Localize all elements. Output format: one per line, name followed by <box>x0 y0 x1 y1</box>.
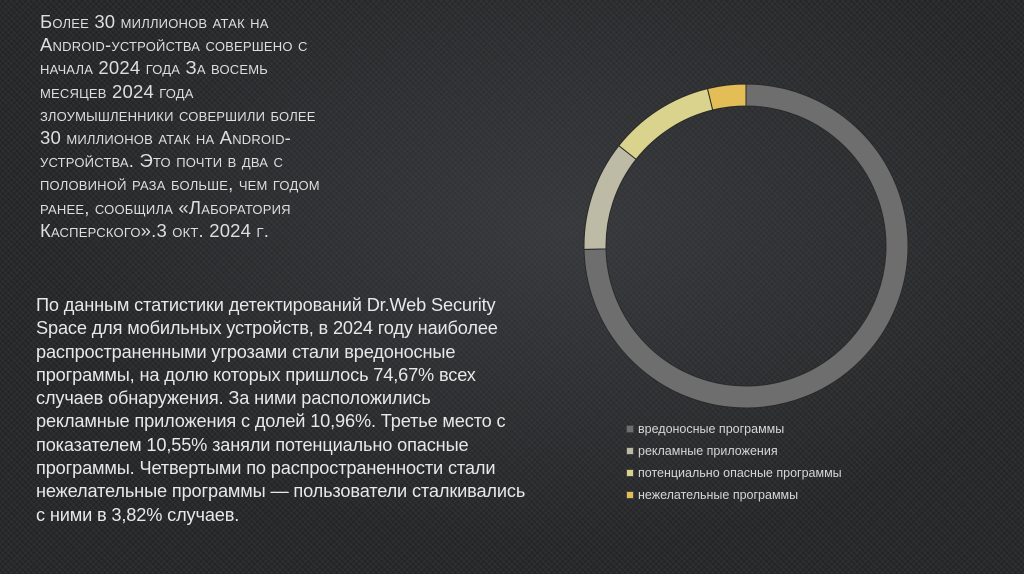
legend-swatch-adware <box>626 447 634 455</box>
doughnut-slice-unwanted <box>706 83 747 111</box>
legend-item-riskware: потенциально опасные программы <box>626 462 842 484</box>
legend-swatch-malware <box>626 425 634 433</box>
legend-item-adware: рекламные приложения <box>626 440 842 462</box>
legend-label-riskware: потенциально опасные программы <box>638 466 842 480</box>
legend-swatch-riskware <box>626 469 634 477</box>
doughnut-slice-riskware <box>618 88 714 160</box>
legend-item-unwanted: нежелательные программы <box>626 484 842 506</box>
doughnut-slice-adware <box>583 144 637 250</box>
legend-item-malware: вредоносные программы <box>626 418 842 440</box>
doughnut-chart <box>583 83 909 409</box>
chart-legend: вредоносные программы рекламные приложен… <box>626 418 842 506</box>
legend-label-unwanted: нежелательные программы <box>638 488 799 502</box>
slide-title: Более 30 миллионов атак на Android-устро… <box>40 11 320 241</box>
legend-swatch-unwanted <box>626 491 634 499</box>
slide-body-text: По данным статистики детектирований Dr.W… <box>36 295 526 525</box>
legend-label-adware: рекламные приложения <box>638 444 778 458</box>
doughnut-slice-malware <box>583 83 909 409</box>
legend-label-malware: вредоносные программы <box>638 422 785 436</box>
